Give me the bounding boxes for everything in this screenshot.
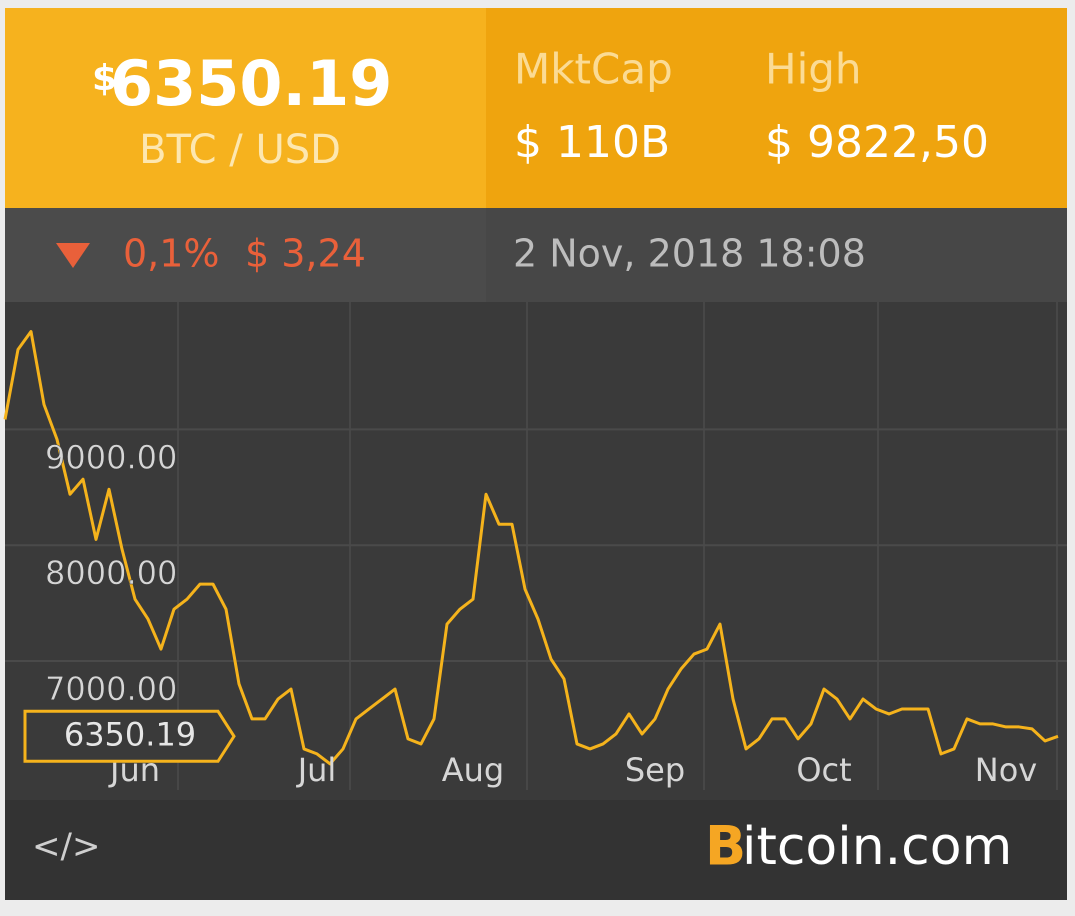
price: 6350.19 [110,47,392,120]
x-tick-label: Oct [796,751,851,789]
y-tick-label: 9000.00 [45,438,177,476]
x-tick-label: Jul [296,751,337,789]
price-marker-label: 6350.19 [64,715,196,753]
x-tick-label: Aug [442,751,504,789]
footer [5,800,1067,900]
price-marker [23,709,236,763]
time-panel [486,208,1067,302]
y-tick-label: 7000.00 [45,670,177,708]
x-tick-label: Sep [625,751,685,789]
logo-initial: B [705,815,746,878]
mktcap-value: $ 110B [514,117,670,168]
timestamp: 2 Nov, 2018 18:08 [513,232,866,276]
stats-panel [486,8,1067,208]
embed-icon[interactable]: </> [32,827,100,867]
price-symbol: $ [92,58,117,99]
price-panel [5,8,486,208]
change-amount: $ 3,24 [245,232,366,276]
change-percent: 0,1% [123,232,220,276]
y-tick-label: 8000.00 [45,554,177,592]
mktcap-label: MktCap [514,45,673,94]
pair: BTC / USD [139,127,341,173]
high-value: $ 9822,50 [765,117,989,168]
down-arrow [56,243,90,268]
change-panel [5,208,486,302]
price-line [3,330,1059,766]
logo-text: itcoin.com [742,817,1012,877]
x-tick-label: Nov [975,751,1037,789]
high-label: High [765,45,862,94]
